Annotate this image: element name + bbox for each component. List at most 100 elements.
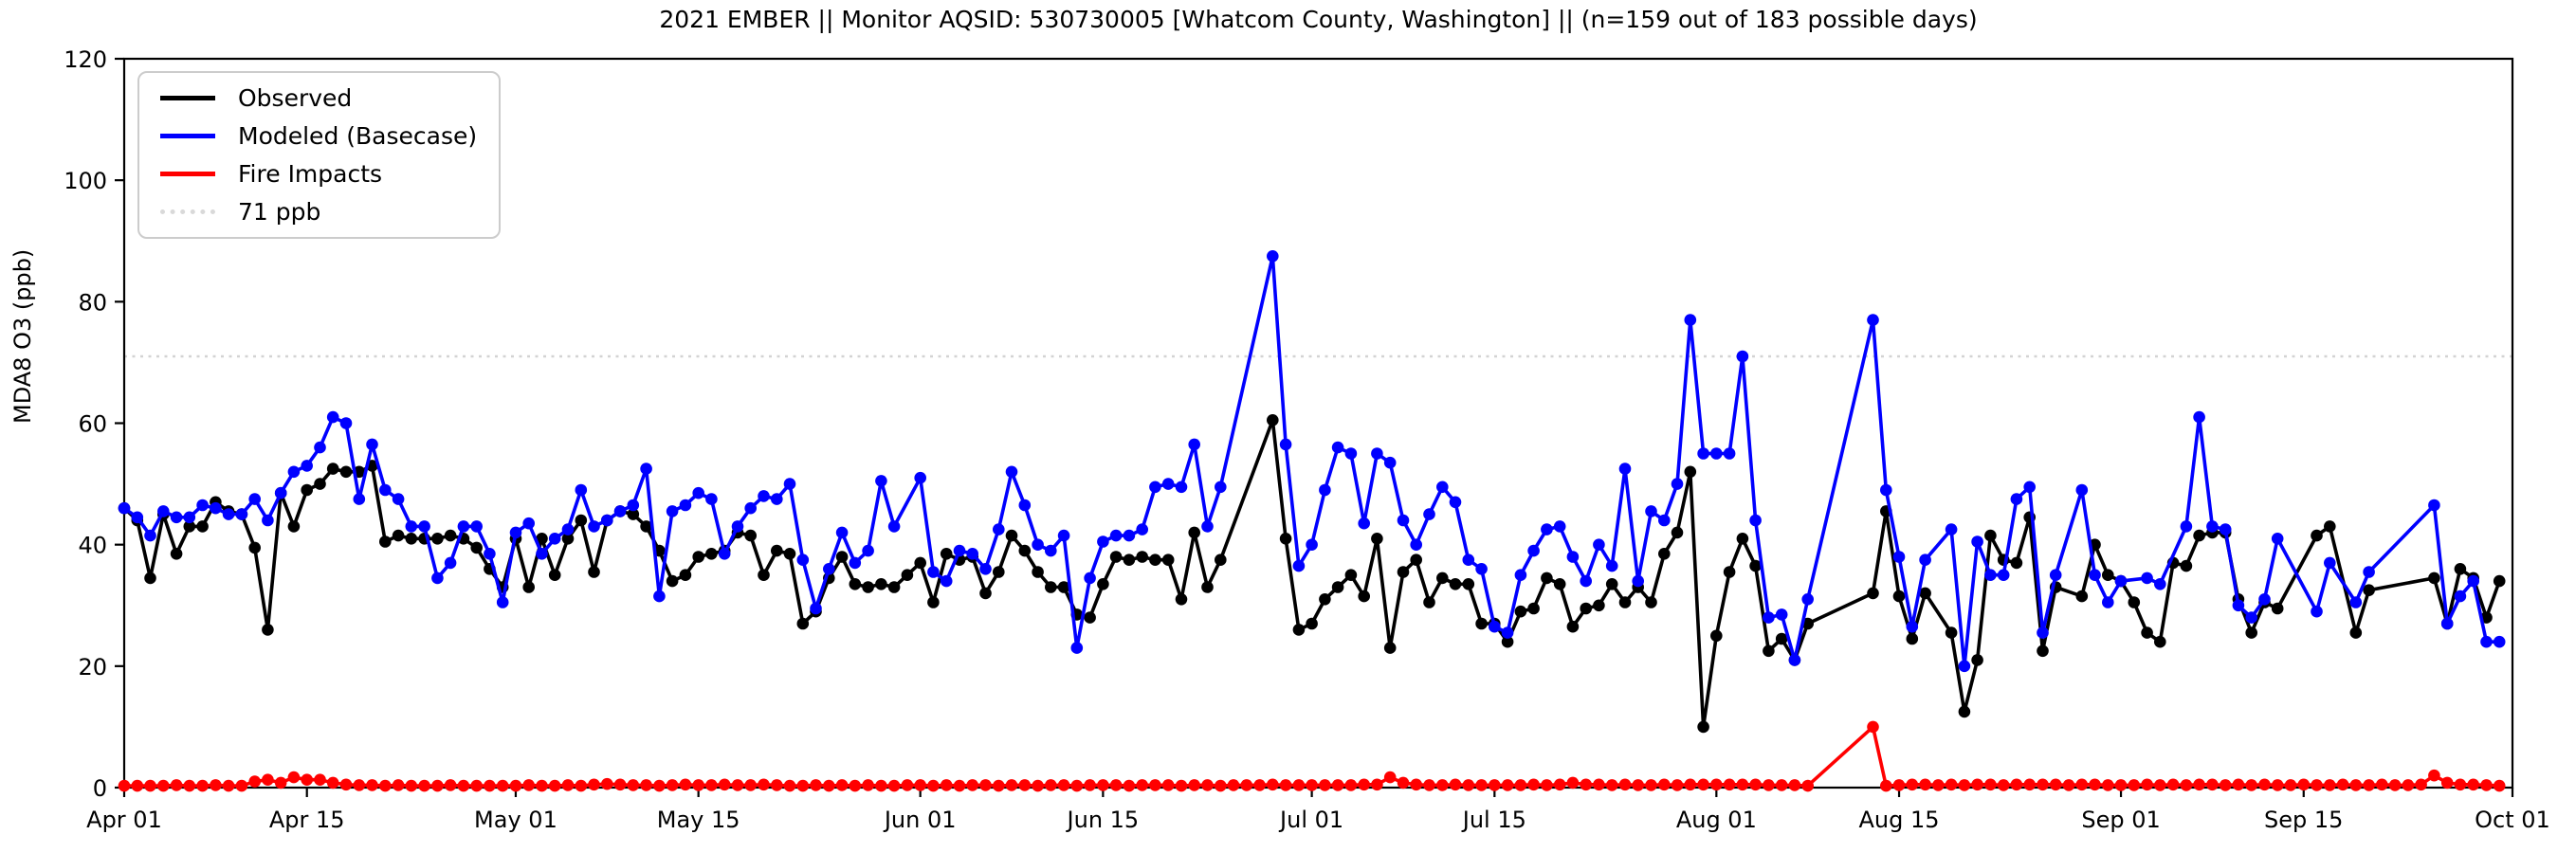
data-point-marker — [444, 556, 457, 570]
data-point-marker — [862, 581, 874, 593]
data-point-marker — [1632, 574, 1644, 588]
data-point-marker — [144, 779, 156, 792]
data-point-marker — [1371, 533, 1383, 545]
data-point-marker — [692, 551, 704, 563]
data-point-marker — [705, 548, 718, 560]
data-point-marker — [1958, 705, 1971, 718]
data-point-marker — [1397, 566, 1410, 578]
data-point-marker — [2428, 499, 2440, 512]
data-point-marker — [431, 533, 444, 545]
data-point-marker — [2232, 778, 2245, 791]
data-point-marker — [1462, 779, 1475, 791]
data-point-marker — [2493, 574, 2506, 588]
data-point-marker — [796, 617, 810, 630]
data-point-marker — [2049, 778, 2062, 791]
data-point-marker — [1123, 529, 1136, 542]
data-point-marker — [2376, 778, 2388, 791]
data-point-marker — [966, 779, 978, 791]
data-point-marker — [2089, 778, 2101, 791]
legend-label: Observed — [238, 83, 353, 112]
data-point-marker — [548, 533, 561, 545]
data-point-marker — [1645, 596, 1657, 608]
legend-item-fire-impacts: Fire Impacts — [160, 155, 499, 193]
data-point-marker — [1892, 779, 1906, 791]
data-point-marker — [1684, 465, 1697, 479]
data-point-marker — [2388, 779, 2402, 791]
data-point-marker — [1215, 554, 1227, 566]
series-line — [122, 254, 2501, 668]
data-point-marker — [744, 779, 757, 791]
data-point-marker — [2154, 635, 2166, 648]
data-point-marker — [613, 505, 627, 517]
data-point-marker — [862, 779, 874, 791]
data-point-marker — [887, 581, 901, 593]
data-point-marker — [2180, 559, 2193, 572]
data-point-marker — [1161, 478, 1175, 490]
data-point-marker — [1188, 438, 1200, 451]
data-point-marker — [1671, 478, 1684, 490]
data-point-marker — [2102, 569, 2114, 581]
data-point-marker — [1736, 778, 1749, 791]
data-point-marker — [2023, 778, 2036, 791]
legend-item-threshold: 71 ppb — [160, 193, 499, 231]
data-point-marker — [692, 779, 704, 791]
data-point-marker — [1697, 447, 1709, 460]
data-point-marker — [1618, 596, 1632, 608]
data-point-marker — [496, 596, 509, 608]
data-point-marker — [2037, 778, 2049, 791]
data-point-marker — [339, 465, 353, 479]
data-point-marker — [758, 778, 770, 791]
data-point-marker — [1867, 587, 1879, 600]
data-point-marker — [1775, 608, 1788, 621]
data-point-marker — [2480, 779, 2493, 791]
data-point-marker — [457, 779, 470, 792]
x-tick-label: May 15 — [657, 807, 740, 833]
data-point-marker — [262, 514, 274, 527]
data-point-marker — [692, 486, 704, 499]
data-point-marker — [627, 508, 640, 520]
data-point-marker — [1410, 538, 1422, 551]
data-point-marker — [1593, 599, 1605, 612]
data-point-marker — [1684, 778, 1697, 791]
data-point-marker — [627, 499, 640, 512]
data-point-marker — [1097, 779, 1109, 791]
data-point-marker — [1697, 720, 1709, 734]
x-tick-label: May 01 — [474, 807, 557, 833]
data-point-marker — [222, 779, 235, 792]
data-point-marker — [718, 778, 731, 791]
data-point-marker — [1462, 578, 1475, 590]
data-point-marker — [2010, 556, 2023, 570]
data-point-marker — [210, 501, 222, 515]
data-point-marker — [927, 596, 940, 608]
data-point-marker — [509, 526, 522, 539]
data-point-marker — [1645, 505, 1657, 517]
data-point-marker — [575, 779, 588, 792]
data-point-marker — [1684, 314, 1697, 326]
data-point-marker — [548, 779, 561, 792]
data-point-marker — [640, 779, 652, 791]
data-point-marker — [875, 578, 887, 590]
x-tick-label: Jul 15 — [1461, 807, 1526, 833]
data-point-marker — [823, 563, 835, 575]
data-point-marker — [1763, 611, 1775, 624]
data-point-marker — [2467, 574, 2479, 588]
data-point-marker — [522, 779, 535, 791]
data-point-marker — [1267, 414, 1279, 426]
data-point-marker — [444, 779, 457, 791]
data-point-marker — [744, 501, 757, 515]
data-point-marker — [796, 779, 810, 792]
data-point-marker — [1136, 523, 1148, 535]
data-point-marker — [1553, 778, 1566, 791]
data-point-marker — [1279, 438, 1292, 451]
data-point-marker — [1397, 776, 1410, 789]
data-point-marker — [1358, 590, 1370, 603]
data-point-marker — [1710, 629, 1723, 643]
data-point-marker — [1279, 779, 1292, 791]
data-point-marker — [1070, 642, 1084, 654]
data-point-marker — [1932, 779, 1945, 791]
data-point-marker — [301, 483, 314, 497]
data-point-marker — [2363, 566, 2375, 578]
data-point-marker — [1267, 250, 1279, 263]
data-point-marker — [1958, 779, 1971, 791]
data-point-marker — [457, 520, 470, 533]
